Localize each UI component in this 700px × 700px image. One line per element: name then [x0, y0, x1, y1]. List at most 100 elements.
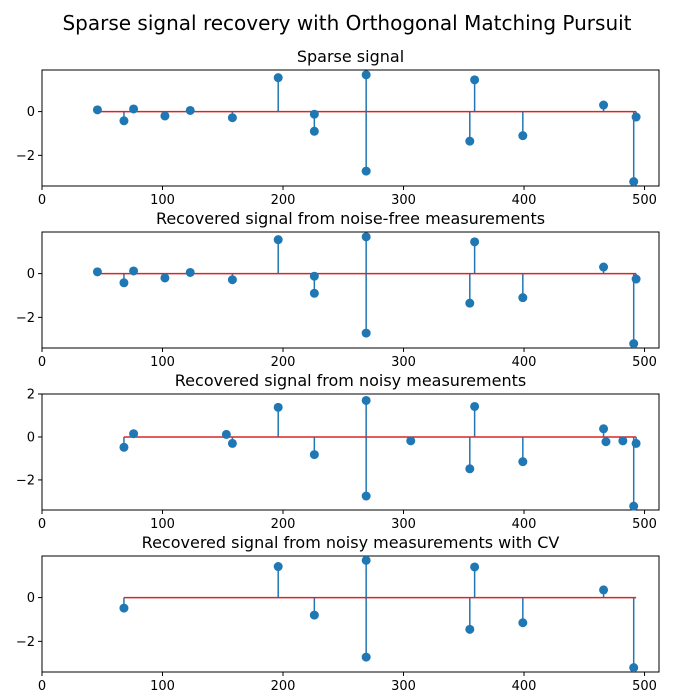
- stem-marker: [361, 395, 371, 405]
- stem-marker: [309, 109, 319, 119]
- stem-marker: [361, 491, 371, 501]
- stem-marker: [406, 436, 416, 446]
- stem-marker: [309, 271, 319, 281]
- stem-marker: [221, 429, 231, 439]
- x-tick-label: 100: [150, 679, 175, 694]
- stem-marker: [361, 166, 371, 176]
- stem-marker: [618, 436, 628, 446]
- x-tick-label: 300: [391, 193, 416, 208]
- stem-marker: [631, 438, 641, 448]
- stem-marker: [361, 652, 371, 662]
- x-tick-label: 200: [271, 679, 296, 694]
- y-tick-label: 0: [27, 430, 35, 445]
- panel-title: Recovered signal from noisy measurements…: [142, 533, 560, 552]
- stem-marker: [470, 401, 480, 411]
- panel-title: Sparse signal: [297, 47, 404, 66]
- stem-marker: [465, 464, 475, 474]
- y-tick-label: 0: [27, 591, 35, 606]
- stem-marker: [599, 424, 609, 434]
- x-tick-label: 300: [391, 517, 416, 532]
- stem-marker: [309, 126, 319, 136]
- stem-marker: [361, 328, 371, 338]
- y-tick-label: −2: [16, 635, 35, 650]
- panel-4: Recovered signal from noisy measurements…: [16, 533, 660, 694]
- panel-3: Recovered signal from noisy measurements…: [16, 371, 660, 532]
- y-tick-label: 0: [27, 105, 35, 120]
- x-tick-label: 400: [512, 193, 537, 208]
- stem-marker: [465, 624, 475, 634]
- x-tick-label: 400: [512, 517, 537, 532]
- stem-marker: [309, 288, 319, 298]
- stem-marker: [518, 293, 528, 303]
- stem-marker: [119, 278, 129, 288]
- figure-suptitle: Sparse signal recovery with Orthogonal M…: [62, 11, 631, 35]
- panel-1: Sparse signal 0 100 200 300 400 500 −2 0: [16, 47, 660, 208]
- x-tick-label: 500: [632, 517, 657, 532]
- x-tick-label: 400: [512, 679, 537, 694]
- stem-marker: [599, 262, 609, 272]
- x-tick-label: 100: [150, 355, 175, 370]
- x-tick-label: 0: [38, 193, 46, 208]
- stem-marker: [629, 339, 639, 349]
- y-tick-label: −2: [16, 311, 35, 326]
- stem-marker: [273, 562, 283, 572]
- x-tick-label: 400: [512, 355, 537, 370]
- stem-marker: [361, 555, 371, 565]
- x-tick-label: 200: [271, 193, 296, 208]
- stem-marker: [518, 457, 528, 467]
- axes-frame: [41, 555, 660, 673]
- stem-marker: [92, 105, 102, 115]
- stem-marker: [518, 618, 528, 628]
- panel-title: Recovered signal from noise-free measure…: [156, 209, 545, 228]
- x-tick-label: 200: [271, 517, 296, 532]
- stem-marker: [631, 274, 641, 284]
- x-tick-label: 500: [632, 193, 657, 208]
- y-tick-label: 2: [27, 388, 35, 403]
- stem-marker: [119, 603, 129, 613]
- stem-marker: [119, 442, 129, 452]
- x-tick-label: 500: [632, 679, 657, 694]
- stem-marker: [129, 104, 139, 114]
- stem-marker: [227, 438, 237, 448]
- stem-marker: [273, 73, 283, 83]
- stem-marker: [465, 136, 475, 146]
- stem-marker: [629, 177, 639, 187]
- stem-marker: [470, 75, 480, 85]
- x-tick-label: 300: [391, 679, 416, 694]
- y-tick-label: −2: [16, 473, 35, 488]
- x-tick-label: 300: [391, 355, 416, 370]
- x-tick-label: 500: [632, 355, 657, 370]
- stem-marker: [129, 429, 139, 439]
- stem-marker: [599, 100, 609, 110]
- stem-marker: [361, 70, 371, 80]
- stem-marker: [273, 402, 283, 412]
- x-tick-label: 0: [38, 355, 46, 370]
- x-tick-label: 0: [38, 517, 46, 532]
- y-tick-label: 0: [27, 267, 35, 282]
- stem-marker: [129, 266, 139, 276]
- stem-marker: [470, 562, 480, 572]
- stem-marker: [185, 105, 195, 115]
- panel-title: Recovered signal from noisy measurements: [175, 371, 526, 390]
- stem-marker: [119, 116, 129, 126]
- stem-marker: [601, 437, 611, 447]
- axes-frame: [41, 393, 660, 511]
- stem-marker: [309, 610, 319, 620]
- axes-frame: [41, 231, 660, 349]
- stem-marker: [273, 235, 283, 245]
- y-tick-label: −2: [16, 149, 35, 164]
- stem-marker: [465, 298, 475, 308]
- x-tick-label: 200: [271, 355, 296, 370]
- stem-marker: [227, 275, 237, 285]
- stem-marker: [361, 232, 371, 242]
- x-tick-label: 0: [38, 679, 46, 694]
- stem-marker: [599, 585, 609, 595]
- stem-marker: [629, 663, 639, 673]
- panel-2: Recovered signal from noise-free measure…: [16, 209, 660, 370]
- axes-frame: [41, 69, 660, 187]
- stem-marker: [309, 450, 319, 460]
- stem-marker: [92, 267, 102, 277]
- stem-marker: [470, 237, 480, 247]
- x-tick-label: 100: [150, 193, 175, 208]
